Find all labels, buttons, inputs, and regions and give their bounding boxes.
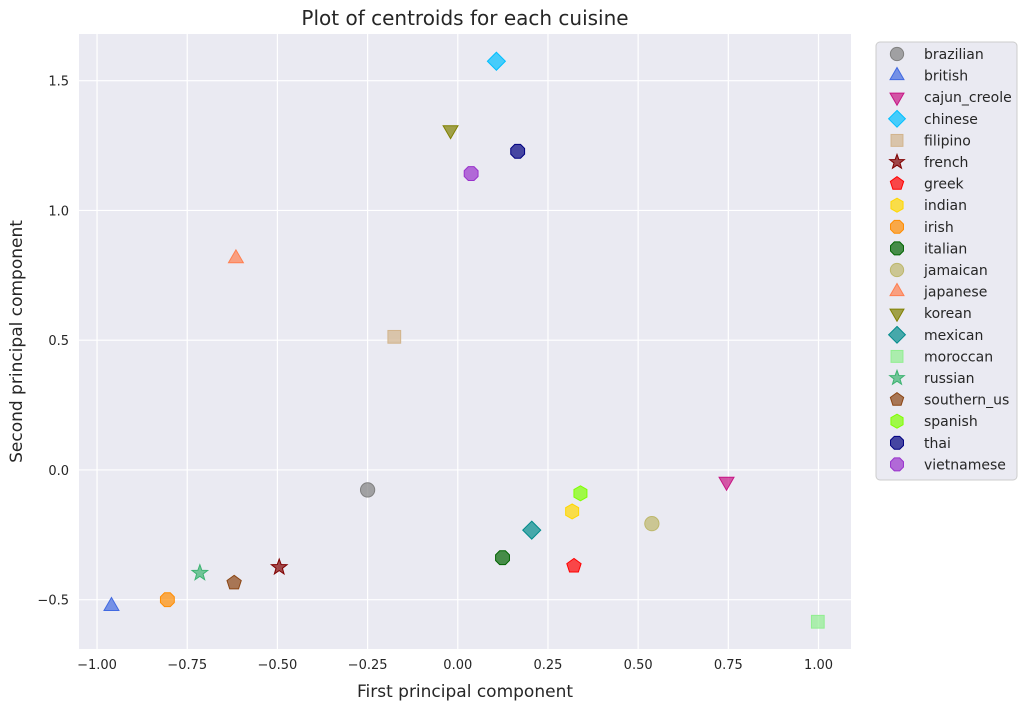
legend-label: southern_us (924, 393, 1009, 409)
point-greek (566, 557, 582, 573)
legend-label: japanese (923, 285, 987, 301)
legend-marker-french (888, 152, 906, 170)
point-korean (442, 125, 459, 140)
legend-label: jamaican (923, 263, 988, 279)
legend-label: italian (924, 241, 967, 257)
legend-label: mexican (924, 328, 983, 344)
legend-marker-spanish (890, 413, 904, 429)
x-tick-label: −1.00 (77, 658, 117, 673)
legend-label: french (924, 155, 968, 171)
point-british (103, 596, 120, 611)
y-tick-label: 0.5 (48, 334, 69, 349)
legend-marker-russian (888, 368, 906, 386)
y-tick-label: −0.5 (37, 594, 69, 609)
legend-marker-italian (890, 241, 904, 256)
x-tick-label: −0.50 (257, 658, 297, 673)
x-tick-label: 0.75 (714, 658, 743, 673)
point-italian (495, 550, 510, 566)
point-french (269, 557, 289, 576)
legend-marker-japanese (889, 282, 905, 297)
legend-label: cajun_creole (924, 90, 1012, 106)
point-brazilian (359, 482, 376, 498)
legend-label: irish (924, 220, 954, 236)
grid (79, 34, 851, 649)
x-axis-label: First principal component (357, 682, 573, 702)
legend-marker-moroccan (890, 349, 904, 363)
legend-label: moroccan (924, 349, 993, 365)
legend-label: british (924, 69, 968, 85)
y-tick-label: 0.0 (48, 464, 69, 479)
legend-marker-korean (889, 308, 905, 323)
legend-marker-chinese (887, 109, 907, 128)
point-thai (510, 143, 526, 159)
legend-marker-british (889, 66, 905, 81)
point-moroccan (810, 614, 825, 629)
x-tick-label: 0.50 (624, 658, 653, 673)
chart-title: Plot of centroids for each cuisine (301, 6, 628, 30)
point-mexican (522, 520, 542, 540)
legend-marker-thai (890, 435, 904, 450)
data-points (103, 51, 825, 629)
legend-label: filipino (924, 133, 971, 149)
y-tick-labels: −0.5 0.0 0.5 1.0 1.5 (37, 75, 69, 609)
point-chinese (486, 51, 507, 71)
point-irish (159, 592, 175, 608)
point-vietnamese (463, 166, 479, 182)
x-tick-label: 0.25 (533, 658, 562, 673)
x-tick-label: 0.00 (443, 658, 472, 673)
point-filipino (387, 329, 402, 344)
y-tick-label: 1.5 (48, 75, 69, 90)
y-tick-label: 1.0 (48, 204, 69, 219)
point-indian (565, 503, 580, 520)
legend-box (875, 41, 1018, 481)
legend-marker-indian (890, 197, 904, 213)
point-jamaican (644, 516, 660, 532)
x-tick-labels: −1.00 −0.75 −0.50 −0.25 0.00 0.25 0.50 0.75 1.00 (77, 658, 833, 673)
legend-label: korean (924, 306, 972, 322)
legend-marker-southern-us (889, 391, 905, 406)
legend-label: spanish (924, 414, 978, 430)
legend-label: vietnamese (924, 457, 1006, 473)
point-spanish (573, 485, 588, 502)
point-japanese (227, 248, 245, 264)
y-axis-label: Second principal component (7, 220, 27, 463)
point-southern-us (226, 574, 242, 590)
point-cajun-creole (718, 476, 735, 492)
x-tick-label: −0.75 (167, 658, 207, 673)
legend-label: brazilian (924, 47, 984, 63)
legend-marker-cajun-creole (889, 92, 905, 107)
legend-label: greek (924, 177, 965, 193)
legend-marker-brazilian (889, 46, 905, 62)
point-russian (190, 563, 210, 581)
legend-label: chinese (924, 112, 978, 128)
legend-label: russian (924, 371, 975, 387)
legend-marker-irish (890, 219, 904, 234)
legend-marker-mexican (887, 325, 907, 344)
legend-marker-greek (889, 175, 905, 190)
legend-marker-jamaican (889, 262, 905, 278)
legend-label: indian (924, 198, 967, 214)
x-tick-label: −0.25 (348, 658, 388, 673)
legend-label: thai (924, 436, 951, 452)
legend-marker-vietnamese (890, 457, 904, 472)
plot-area (79, 34, 851, 649)
legend-marker-filipino (890, 133, 904, 147)
x-tick-label: 1.00 (804, 658, 833, 673)
